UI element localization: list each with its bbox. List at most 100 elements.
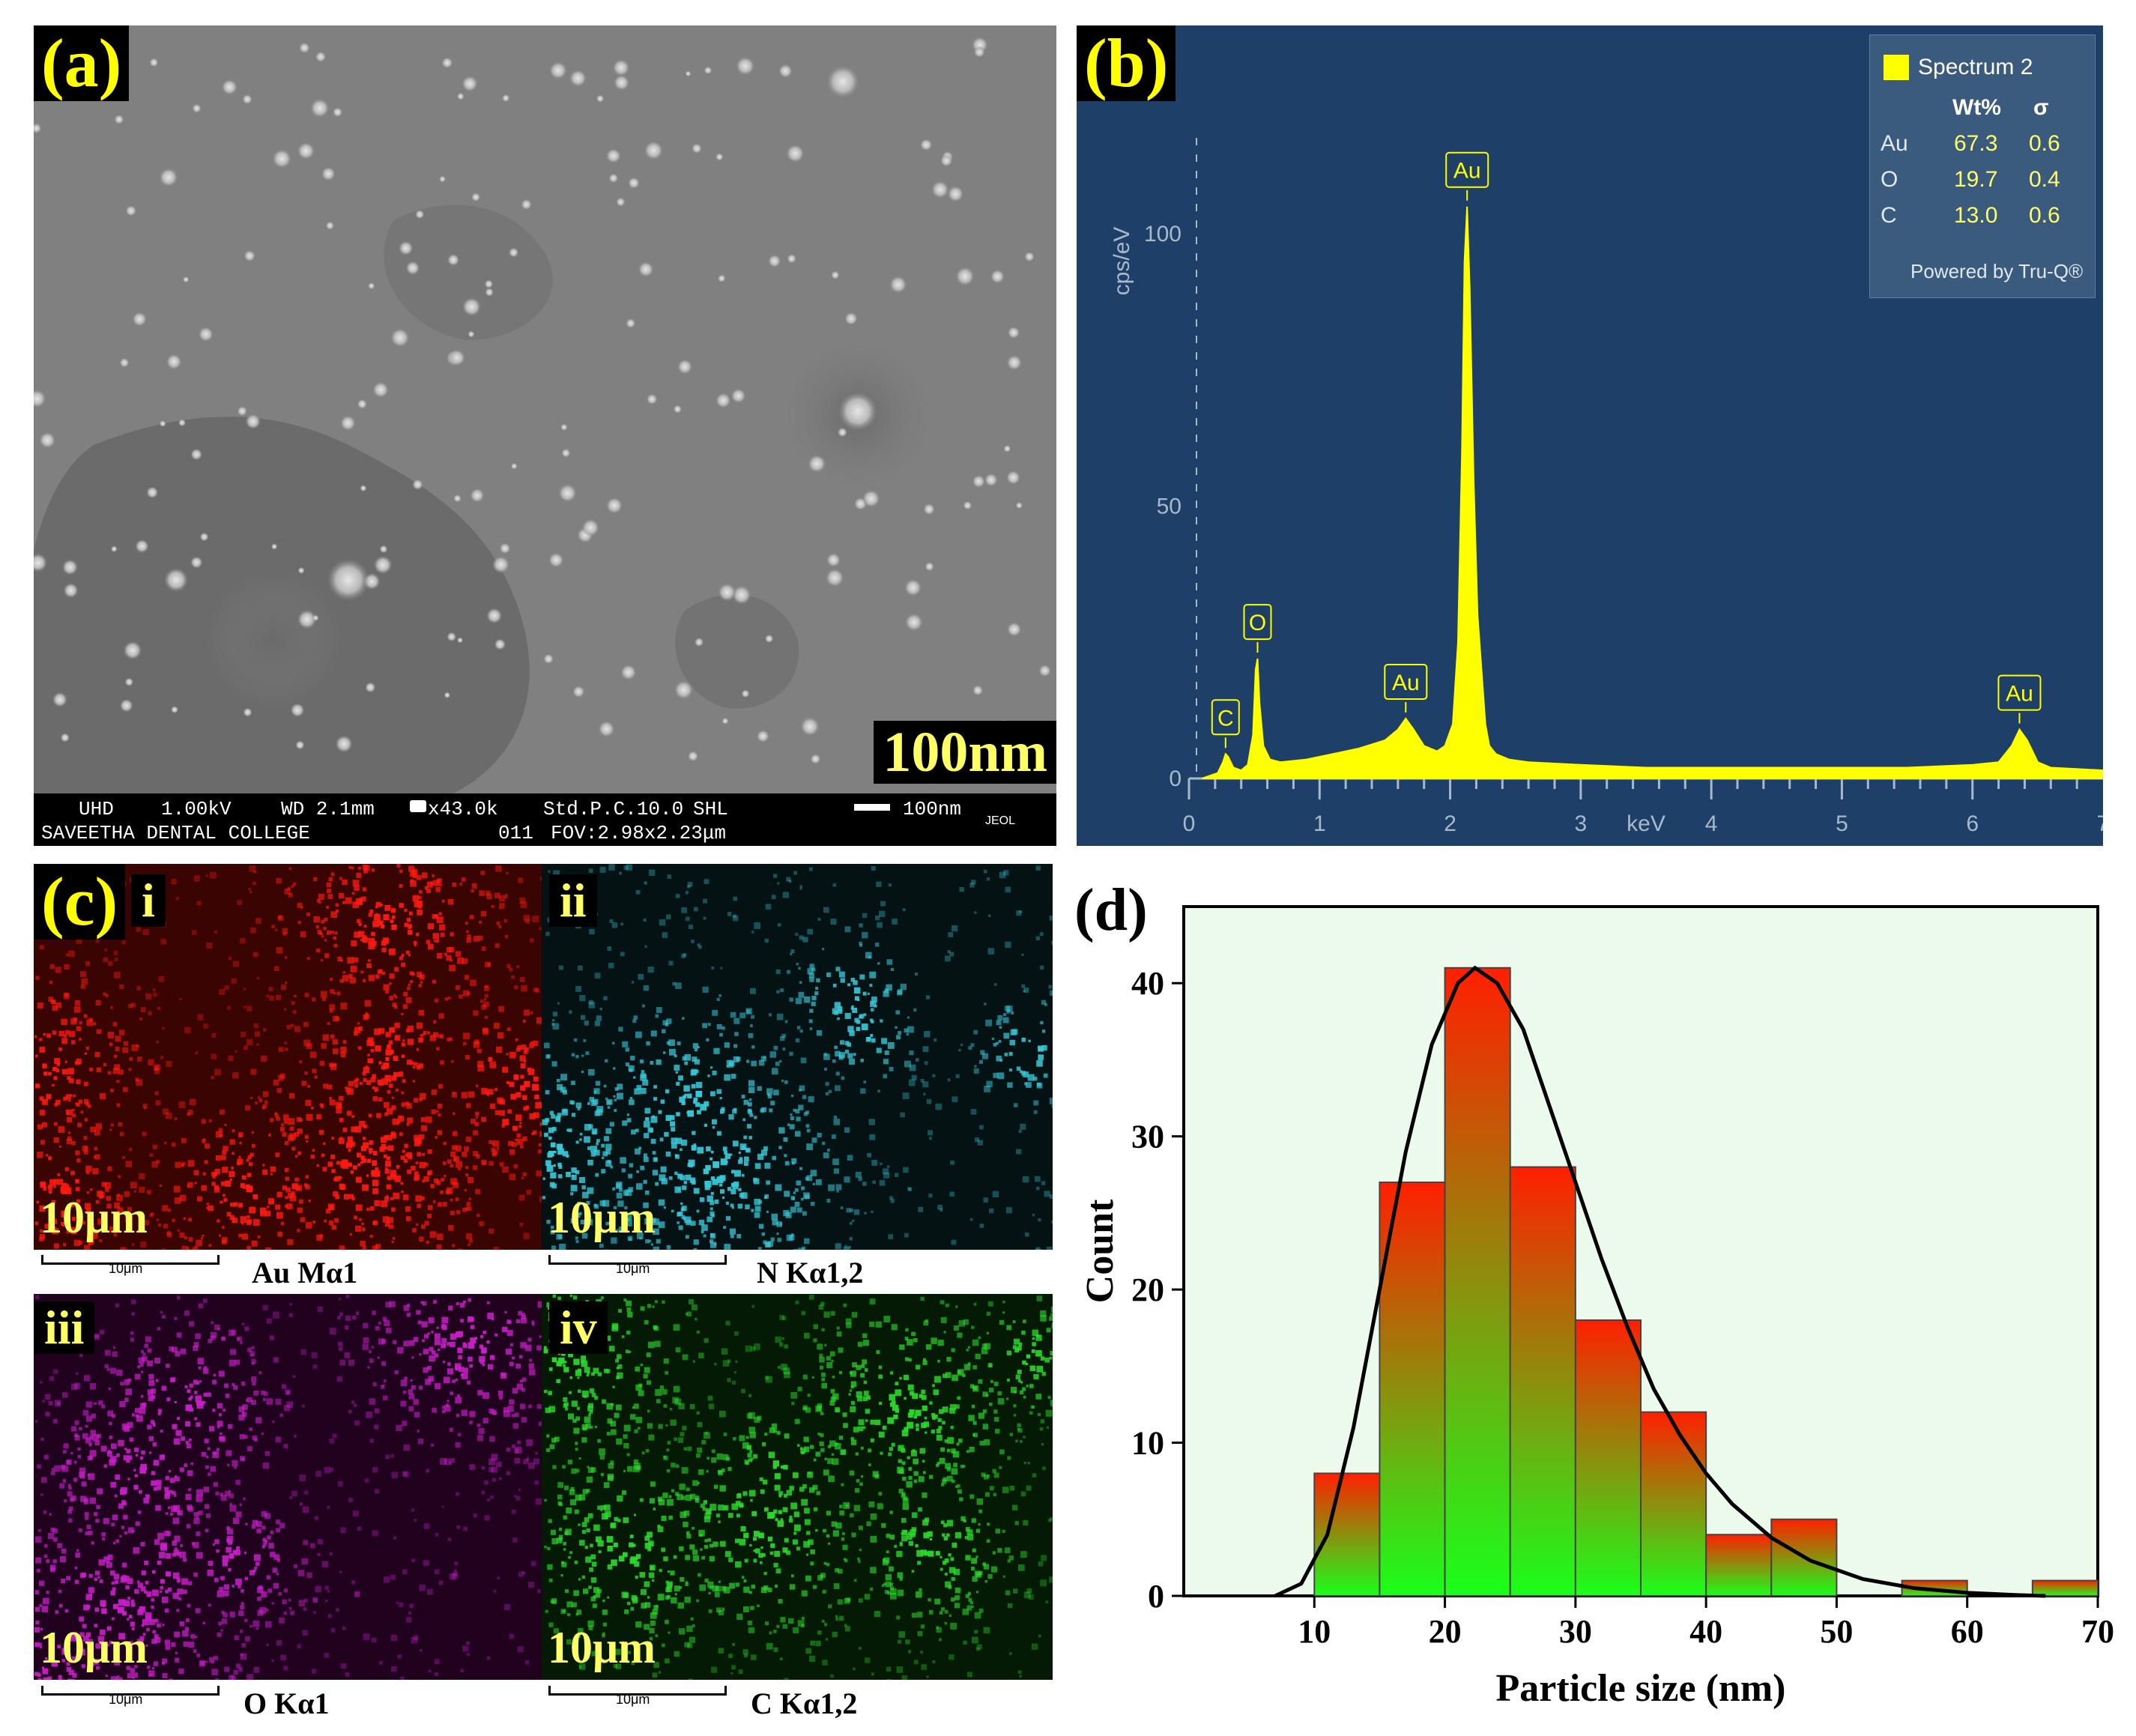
map-pixel: [560, 1086, 566, 1093]
map-pixel: [715, 1513, 720, 1518]
map-pixel: [511, 1509, 516, 1514]
map-pixel: [166, 1060, 172, 1067]
map-pixel: [578, 965, 583, 971]
map-pixel: [695, 1102, 701, 1107]
map-pixel: [757, 1086, 762, 1091]
map-pixel: [69, 1031, 76, 1038]
map-pixel: [291, 1184, 297, 1190]
map-pixel: [97, 1191, 103, 1197]
nanoparticle: [297, 566, 305, 575]
map-pixel: [136, 927, 142, 933]
map-pixel: [89, 1350, 92, 1353]
map-pixel: [282, 1599, 287, 1604]
map-pixel: [497, 1032, 504, 1038]
map-pixel: [207, 1392, 211, 1397]
map-pixel: [100, 1329, 105, 1335]
map-pixel: [237, 1336, 242, 1342]
map-pixel: [1044, 1191, 1050, 1197]
map-pixel: [279, 1413, 283, 1418]
map-pixel: [378, 1028, 385, 1034]
map-pixel: [289, 1496, 293, 1499]
map-pixel: [502, 1119, 509, 1125]
map-pixel: [128, 1641, 133, 1645]
map-pixel: [71, 1040, 76, 1044]
map-pixel: [866, 1521, 871, 1526]
map-pixel: [835, 1618, 839, 1621]
map-pixel: [808, 1472, 811, 1475]
map-pixel: [91, 1233, 98, 1239]
map-pixel: [682, 1425, 687, 1431]
map-pixel: [338, 892, 345, 899]
map-pixel: [297, 1207, 303, 1214]
map-pixel: [283, 1114, 289, 1120]
map-pixel: [346, 1110, 352, 1116]
map-pixel: [185, 1440, 190, 1445]
map-pixel: [839, 1504, 843, 1508]
map-pixel: [375, 1167, 379, 1171]
map-pixel: [65, 1110, 68, 1113]
map-pixel: [526, 1439, 533, 1446]
map-pixel: [793, 1108, 796, 1112]
map-pixel: [481, 1116, 487, 1122]
map-pixel: [357, 1026, 363, 1032]
nanoparticle: [947, 185, 964, 202]
map-pixel: [732, 1109, 737, 1114]
map-pixel: [297, 902, 303, 908]
map-pixel: [977, 1140, 984, 1146]
map-pixel: [386, 1327, 392, 1334]
nanoparticle: [372, 381, 389, 399]
map-pixel: [724, 1244, 731, 1250]
map-pixel: [1036, 1295, 1043, 1301]
map-pixel: [503, 1119, 509, 1125]
map-pixel: [954, 1595, 960, 1600]
map-pixel: [607, 1160, 611, 1164]
map-pixel: [175, 1351, 181, 1357]
map-pixel: [219, 1234, 222, 1237]
map-pixel: [1024, 1082, 1028, 1086]
nanoparticle: [453, 494, 462, 503]
nanoparticle: [412, 479, 423, 490]
nanoparticle: [237, 405, 248, 417]
map-pixel: [640, 1588, 647, 1595]
map-pixel: [620, 922, 624, 926]
map-pixel: [436, 1326, 439, 1329]
map-pixel: [481, 1004, 486, 1010]
map-pixel: [61, 1188, 67, 1194]
map-pixel: [493, 1411, 497, 1415]
map-pixel: [724, 1042, 730, 1048]
map-pixel: [564, 1402, 569, 1407]
map-pixel: [503, 919, 507, 923]
map-pixel: [383, 1379, 387, 1383]
map-pixel: [212, 1175, 216, 1179]
map-pixel: [629, 1542, 634, 1548]
map-pixel: [368, 959, 371, 962]
map-pixel: [294, 1155, 298, 1158]
map-pixel: [75, 1150, 80, 1155]
map-pixel: [148, 1011, 152, 1016]
map-pixel: [748, 1032, 754, 1038]
map-pixel: [78, 1528, 82, 1532]
map-pixel: [473, 936, 479, 942]
map-pixel: [236, 1161, 240, 1166]
map-pixel: [442, 1202, 447, 1207]
map-pixel: [61, 1186, 67, 1191]
map-pixel: [699, 1584, 706, 1591]
map-pixel: [427, 1031, 430, 1035]
map-pixel: [383, 1395, 388, 1401]
map-pixel: [556, 1361, 562, 1367]
map-pixel: [61, 1068, 68, 1075]
map-pixel: [771, 895, 776, 900]
map-pixel: [211, 1032, 217, 1038]
map-pixel: [221, 1610, 225, 1615]
map-pixel: [436, 1244, 442, 1250]
map-pixel: [368, 975, 375, 982]
map-pixel: [647, 967, 654, 973]
map-pixel: [86, 1632, 91, 1637]
map-pixel: [488, 1458, 495, 1466]
map-pixel: [1035, 936, 1040, 940]
map-pixel: [823, 1152, 829, 1158]
map-pixel: [604, 1368, 608, 1373]
map-pixel: [51, 1660, 58, 1667]
map-pixel: [66, 1213, 70, 1218]
map-pixel: [605, 1143, 612, 1150]
